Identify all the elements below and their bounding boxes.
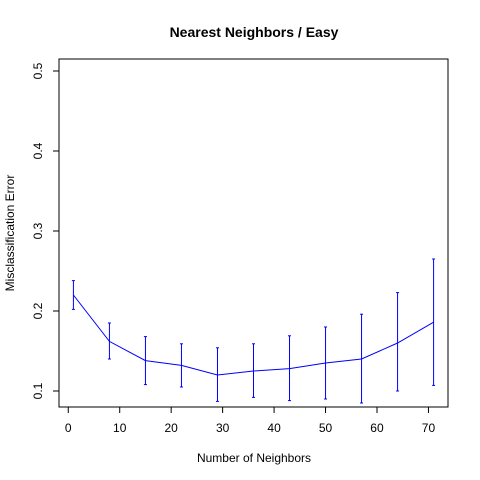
x-tick-label: 70	[422, 421, 436, 435]
x-axis-label: Number of Neighbors	[197, 451, 311, 465]
y-tick-label: 0.5	[31, 62, 45, 79]
y-tick-label: 0.4	[31, 142, 45, 159]
series-line	[73, 294, 434, 376]
x-tick-label: 10	[113, 421, 127, 435]
x-tick-label: 50	[319, 421, 333, 435]
x-tick-label: 30	[216, 421, 230, 435]
chart-title: Nearest Neighbors / Easy	[170, 24, 339, 40]
y-tick-label: 0.1	[31, 382, 45, 399]
y-axis: 0.1 0.2 0.3 0.4 0.5	[31, 62, 60, 399]
data-line	[73, 294, 434, 376]
x-tick-label: 60	[370, 421, 384, 435]
x-tick-label: 0	[65, 421, 72, 435]
y-tick-label: 0.3	[31, 222, 45, 239]
y-axis-label: Misclassification Error	[3, 175, 17, 292]
x-tick-label: 20	[164, 421, 178, 435]
x-axis: 0 10 20 30 40 50 60 70	[65, 406, 436, 435]
x-tick-label: 40	[267, 421, 281, 435]
y-tick-label: 0.2	[31, 302, 45, 319]
